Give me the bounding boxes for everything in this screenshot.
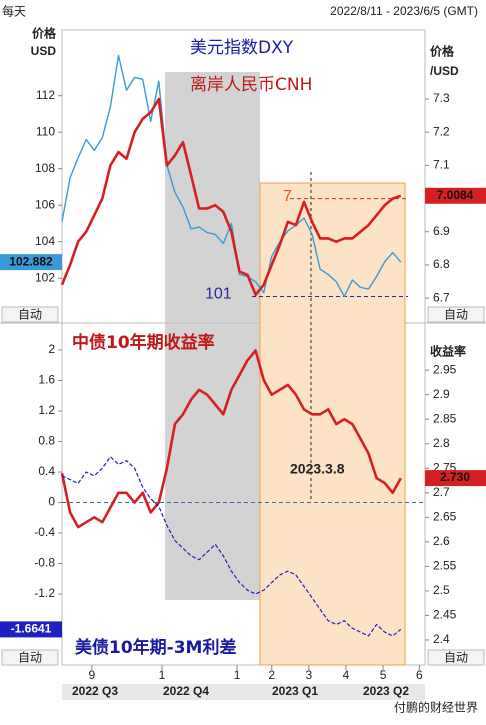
shade-gray	[165, 72, 260, 600]
y-tick-label: 108	[35, 161, 55, 175]
x-tick-label: 5	[380, 668, 387, 682]
y-tick-label: 1.2	[38, 403, 55, 417]
y-tick-label: 110	[36, 124, 55, 138]
y2-tick-label: 2.5	[433, 583, 450, 597]
button[interactable]	[1, 649, 59, 666]
x-tick-label: 1	[234, 668, 241, 682]
y2-tick-label: 6.7	[433, 290, 450, 304]
last-value-label: -1.6641	[11, 622, 52, 636]
series-line	[60, 97, 402, 297]
y2-tick-label: 7.3	[433, 91, 450, 105]
x-group-label: 2022 Q4	[163, 684, 209, 698]
last-value-label: 2.730	[440, 470, 470, 484]
x-tick-label: 6	[416, 668, 423, 682]
series-line	[60, 349, 402, 529]
watermark: 付鹏的财经世界	[394, 700, 478, 715]
last-value-box	[0, 621, 62, 638]
y2-tick-label: 2.9	[433, 387, 450, 401]
y2-tick-label: 2.85	[433, 411, 457, 425]
y2-tick-label: 2.8	[433, 436, 450, 450]
frequency: 每天	[2, 4, 26, 19]
y2-tick-label: 2.7	[433, 485, 450, 499]
y2-label: 价格	[430, 44, 455, 59]
y-label: USD	[31, 44, 57, 58]
y2-tick-label: 2.55	[433, 559, 457, 573]
last-value-box	[425, 470, 486, 487]
y2-tick-label: 6.9	[433, 224, 450, 238]
y-tick-label: -0.8	[34, 556, 55, 570]
x-group-label: 2023 Q2	[363, 684, 409, 698]
y-tick-label: 106	[35, 197, 55, 211]
y-label: 价格	[32, 26, 57, 41]
y2-tick-label: 2.6	[433, 534, 450, 548]
button-label[interactable]: 自动	[444, 308, 468, 322]
last-value-box	[425, 187, 486, 204]
x-tick-label: 1	[159, 668, 166, 682]
y-tick-label: 0.4	[38, 464, 55, 478]
y-tick-label: 0	[48, 495, 55, 509]
date-range: 2022/8/11 - 2023/6/5 (GMT)	[330, 4, 478, 18]
x-tick-label: 2	[268, 668, 275, 682]
button-label[interactable]: 自动	[18, 651, 42, 665]
series-title: 美元指数DXY	[190, 38, 294, 58]
y-tick-label: 2	[48, 342, 55, 356]
button-label[interactable]: 自动	[18, 308, 42, 322]
y2-tick-label: 7.2	[433, 124, 450, 138]
x-tick-label: 9	[89, 668, 96, 682]
button[interactable]	[1, 306, 59, 323]
series-title: 离岸人民币CNH	[190, 75, 312, 95]
x-group-label: 2023 Q1	[272, 684, 318, 698]
annotation: 7	[283, 188, 292, 205]
x-tick-label: 3	[305, 668, 312, 682]
annotation: 101	[205, 286, 232, 303]
y-tick-label: 112	[36, 88, 55, 102]
y2-tick-label: 2.4	[433, 632, 450, 646]
y2-tick-label: 2.65	[433, 509, 457, 523]
x-group-band	[62, 684, 425, 700]
x-tick-label: 4	[343, 668, 350, 682]
button[interactable]	[427, 306, 485, 323]
y2-label: 收益率	[430, 344, 466, 359]
annotation: 2023.3.8	[290, 461, 345, 477]
y-tick-label: 0.8	[38, 434, 55, 448]
series-title: 中债10年期收益率	[72, 332, 215, 353]
shade-orange	[259, 182, 406, 666]
y-tick-label: 102	[35, 270, 55, 284]
button-label[interactable]: 自动	[444, 651, 468, 665]
last-value-label: 7.0084	[437, 188, 474, 202]
plot-frame	[61, 29, 426, 666]
y2-tick-label: 2.95	[433, 362, 457, 376]
series-line	[61, 54, 402, 298]
y2-tick-label: 7.1	[433, 158, 450, 172]
y-tick-label: 104	[35, 234, 55, 248]
y2-label: /USD	[430, 64, 459, 78]
series-line	[61, 456, 402, 637]
y-tick-label: -0.4	[34, 525, 55, 539]
y-tick-label: 1.6	[38, 373, 55, 387]
y-tick-label: -1.2	[34, 586, 55, 600]
y2-tick-label: 6.8	[433, 257, 450, 271]
last-value-box	[0, 254, 62, 271]
series-title: 美债10年期-3M利差	[75, 637, 236, 658]
last-value-label: 102.882	[9, 254, 53, 268]
x-group-label: 2022 Q3	[72, 684, 118, 698]
y2-tick-label: 2.45	[433, 608, 457, 622]
button[interactable]	[427, 649, 485, 666]
